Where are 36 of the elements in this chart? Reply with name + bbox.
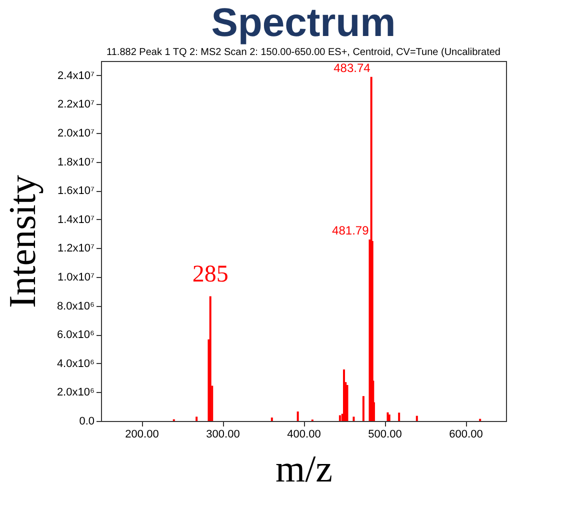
y-tick-label: 2.0x10⁷ [57, 128, 95, 140]
x-tick-label: 500.00 [368, 428, 402, 440]
y-axis-title: Intensity [2, 175, 44, 308]
chart-title: Spectrum [211, 1, 396, 45]
y-tick-label: 4.0x10⁶ [56, 358, 94, 370]
bar [398, 412, 400, 421]
bar [270, 418, 273, 421]
x-tick-label: 200.00 [125, 428, 159, 440]
y-tick-label: 1.8x10⁷ [57, 156, 95, 168]
y-tick-label: 6.0x10⁶ [56, 329, 94, 342]
annotation: 285 [192, 261, 228, 288]
x-tick-label: 400.00 [287, 428, 321, 440]
x-tick-label: 600.00 [449, 428, 483, 440]
bar [296, 411, 299, 421]
bar [352, 416, 355, 421]
bar [338, 415, 341, 421]
bar [196, 416, 198, 421]
bar [386, 412, 389, 421]
y-tick-label: 2.2x10⁷ [57, 98, 95, 111]
bar [362, 396, 364, 421]
x-axis-title: m/z [276, 448, 332, 490]
y-tick-label: 8.0x10⁶ [56, 300, 94, 312]
y-tick-label: 2.4x10⁷ [57, 70, 95, 82]
annotation: 483.74 [334, 60, 371, 75]
bar [388, 414, 390, 421]
x-tick-label: 300.00 [206, 428, 240, 440]
bar [416, 416, 418, 421]
y-tick-label: 1.4x10⁷ [57, 214, 95, 226]
bar [209, 296, 212, 421]
chart-subtitle: 11.882 Peak 1 TQ 2: MS2 Scan 2: 150.00-650.00 ES+, Centroid, CV=Tune (Uncalibrated [106, 47, 500, 58]
y-tick-label: 2.0x10⁶ [56, 386, 94, 399]
y-tick-label: 1.2x10⁷ [57, 242, 95, 255]
y-tick-label: 1.0x10⁷ [57, 272, 95, 284]
y-tick-label: 0.0 [79, 416, 94, 428]
y-tick-label: 1.6x10⁷ [57, 185, 95, 198]
annotation: 481.79 [332, 224, 370, 238]
